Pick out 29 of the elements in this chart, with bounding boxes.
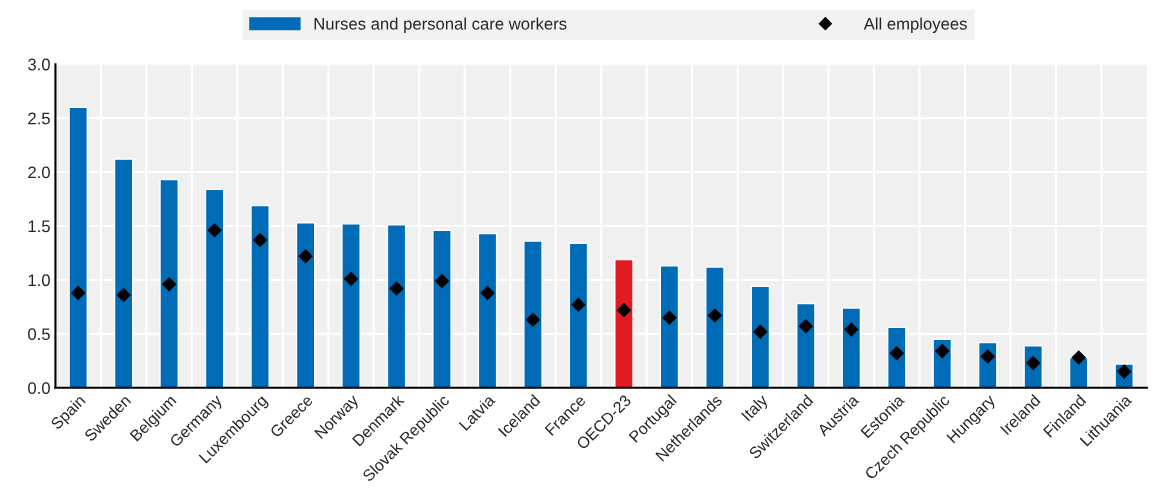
point	[753, 324, 768, 339]
point	[934, 343, 950, 359]
point	[798, 319, 814, 334]
y-tick-label: 0.5	[28, 328, 50, 341]
point	[707, 308, 723, 323]
point	[161, 276, 177, 292]
point	[434, 273, 450, 289]
point	[252, 232, 268, 248]
point	[389, 281, 404, 296]
point	[525, 312, 541, 328]
y-tick-label: 1.0	[28, 274, 50, 287]
y-tick-label: 2.5	[28, 112, 50, 125]
point	[116, 287, 131, 303]
point	[480, 285, 495, 301]
point	[1071, 350, 1086, 365]
point	[616, 302, 632, 318]
y-tick-label: 3.0	[28, 58, 50, 71]
point	[70, 285, 86, 301]
point	[662, 310, 677, 325]
point	[571, 297, 586, 313]
y-tick-label: 2.0	[28, 166, 50, 179]
y-tick-label: 1.5	[28, 220, 50, 233]
point	[298, 248, 313, 264]
point	[343, 271, 359, 287]
legend-label: Nurses and personal care workers	[314, 17, 567, 34]
legend-label: All employees	[863, 17, 967, 34]
point	[207, 223, 222, 238]
point	[844, 322, 859, 337]
y-tick-label: 0.0	[28, 382, 50, 394]
